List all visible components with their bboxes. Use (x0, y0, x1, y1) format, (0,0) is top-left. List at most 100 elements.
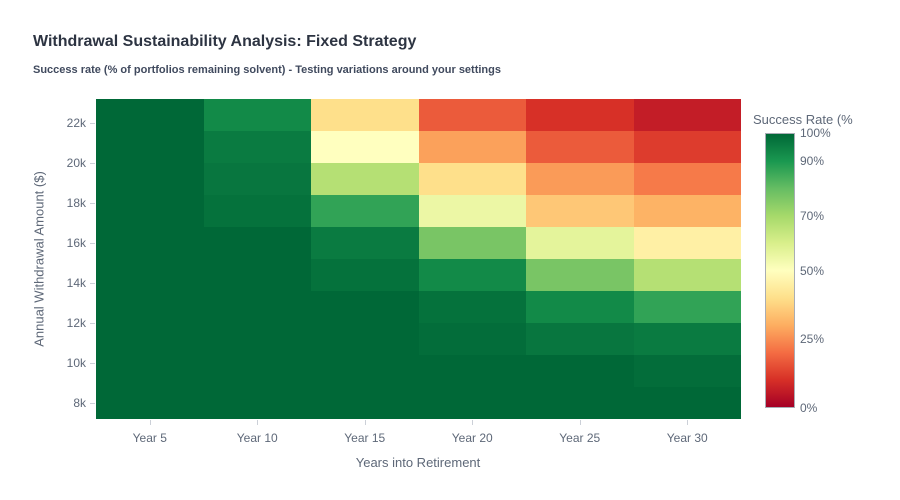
y-axis-tick-mark (90, 363, 95, 364)
heatmap-cell[interactable] (418, 291, 527, 324)
heatmap-cell[interactable] (96, 99, 205, 132)
x-axis-tick-mark (579, 420, 581, 425)
heatmap-cell[interactable] (633, 163, 741, 196)
heatmap-cell[interactable] (311, 227, 420, 260)
heatmap-cell[interactable] (526, 291, 635, 324)
x-axis-title: Years into Retirement (355, 455, 481, 470)
y-axis-tick-label: 18k (66, 196, 86, 210)
heatmap-cell[interactable] (633, 131, 741, 164)
x-axis-tick-mark (472, 420, 474, 425)
heatmap-cell[interactable] (633, 259, 741, 292)
heatmap-cell[interactable] (203, 131, 312, 164)
x-axis-tick-label: Year 5 (132, 431, 167, 445)
y-axis-tick-label: 10k (66, 356, 86, 370)
heatmap-cell[interactable] (633, 195, 741, 228)
heatmap-cell[interactable] (418, 259, 527, 292)
heatmap-cell[interactable] (418, 387, 527, 419)
x-axis-tick-label: Year 20 (451, 431, 493, 445)
y-axis-tick-mark (90, 283, 95, 284)
chart-title: Withdrawal Sustainability Analysis: Fixe… (33, 33, 417, 50)
heatmap-cell[interactable] (418, 99, 527, 132)
colorbar-tick-label: 0% (800, 401, 818, 415)
colorbar-tick-label: 50% (800, 263, 825, 278)
heatmap-cell[interactable] (311, 195, 420, 228)
y-axis-tick-label: 20k (66, 156, 86, 170)
heatmap-cell[interactable] (526, 387, 635, 419)
heatmap-cell[interactable] (203, 99, 312, 132)
heatmap-cell[interactable] (311, 131, 420, 164)
x-axis-tick-mark (687, 420, 689, 425)
colorbar-tick-label: 100% (800, 126, 831, 140)
heatmap-cell[interactable] (311, 163, 420, 196)
y-axis-tick-label: 16k (66, 236, 86, 250)
heatmap-cell[interactable] (203, 195, 312, 228)
heatmap-cell[interactable] (633, 355, 741, 388)
heatmap-cell[interactable] (633, 99, 741, 132)
heatmap-cell[interactable] (418, 227, 527, 260)
heatmap-plot-area[interactable] (96, 99, 741, 419)
y-axis-tick-label: 22k (66, 116, 86, 130)
y-axis-tick-label: 8k (73, 396, 86, 410)
heatmap-cell[interactable] (96, 387, 205, 419)
heatmap-cell[interactable] (96, 131, 205, 164)
x-axis-tick-label: Year 10 (236, 431, 278, 445)
heatmap-cell[interactable] (96, 227, 205, 260)
heatmap-cell[interactable] (203, 163, 312, 196)
heatmap-cell[interactable] (96, 195, 205, 228)
heatmap-cell[interactable] (526, 131, 635, 164)
heatmap-cell[interactable] (526, 195, 635, 228)
colorbar-tick-label: 25% (800, 332, 825, 347)
heatmap-cell[interactable] (96, 323, 205, 356)
x-axis-tick-label: Year 25 (559, 431, 601, 445)
heatmap-cell[interactable] (526, 99, 635, 132)
heatmap-cell[interactable] (203, 323, 312, 356)
x-axis-tick-mark (364, 420, 366, 425)
heatmap-cell[interactable] (418, 195, 527, 228)
y-axis-tick-label: 12k (66, 316, 86, 330)
heatmap-cell[interactable] (311, 387, 420, 419)
heatmap-cell[interactable] (526, 163, 635, 196)
colorbar-tick-label: 70% (800, 208, 825, 223)
chart-subtitle: Success rate (% of portfolios remaining … (33, 64, 501, 76)
heatmap-cell[interactable] (633, 387, 741, 419)
y-axis-tick-mark (90, 243, 95, 244)
x-axis-tick-mark (257, 420, 259, 425)
heatmap-cell[interactable] (526, 323, 635, 356)
x-axis-tick-mark (149, 420, 151, 425)
heatmap-cell[interactable] (526, 227, 635, 260)
heatmap-cell[interactable] (526, 355, 635, 388)
heatmap-cell[interactable] (203, 291, 312, 324)
heatmap-cell[interactable] (526, 259, 635, 292)
x-axis-tick-label: Year 15 (344, 431, 386, 445)
heatmap-cell[interactable] (418, 131, 527, 164)
heatmap-cell[interactable] (418, 323, 527, 356)
heatmap-cell[interactable] (203, 355, 312, 388)
heatmap-cell[interactable] (311, 259, 420, 292)
heatmap-cell[interactable] (418, 355, 527, 388)
heatmap-cell[interactable] (633, 227, 741, 260)
heatmap-cell[interactable] (311, 355, 420, 388)
y-axis-tick-mark (90, 163, 95, 164)
y-axis-tick-mark (90, 403, 95, 404)
heatmap-cell[interactable] (311, 99, 420, 132)
heatmap-cell[interactable] (418, 163, 527, 196)
y-axis-tick-mark (90, 123, 95, 124)
heatmap-cell[interactable] (203, 227, 312, 260)
heatmap-cell[interactable] (96, 259, 205, 292)
heatmap-cell[interactable] (96, 291, 205, 324)
heatmap-cell[interactable] (203, 259, 312, 292)
colorbar-title: Success Rate (% (753, 112, 853, 127)
colorbar-tick-label: 90% (800, 153, 825, 168)
heatmap-cell[interactable] (311, 323, 420, 356)
colorbar-gradient (765, 133, 795, 408)
heatmap-cell[interactable] (96, 163, 205, 196)
heatmap-cell[interactable] (633, 291, 741, 324)
y-axis-title: Annual Withdrawal Amount ($) (31, 171, 47, 347)
heatmap-cell[interactable] (203, 387, 312, 419)
heatmap-cell[interactable] (96, 355, 205, 388)
heatmap-cell[interactable] (633, 323, 741, 356)
y-axis-tick-mark (90, 203, 95, 204)
heatmap-cell[interactable] (311, 291, 420, 324)
y-axis-tick-label: 14k (66, 276, 86, 290)
